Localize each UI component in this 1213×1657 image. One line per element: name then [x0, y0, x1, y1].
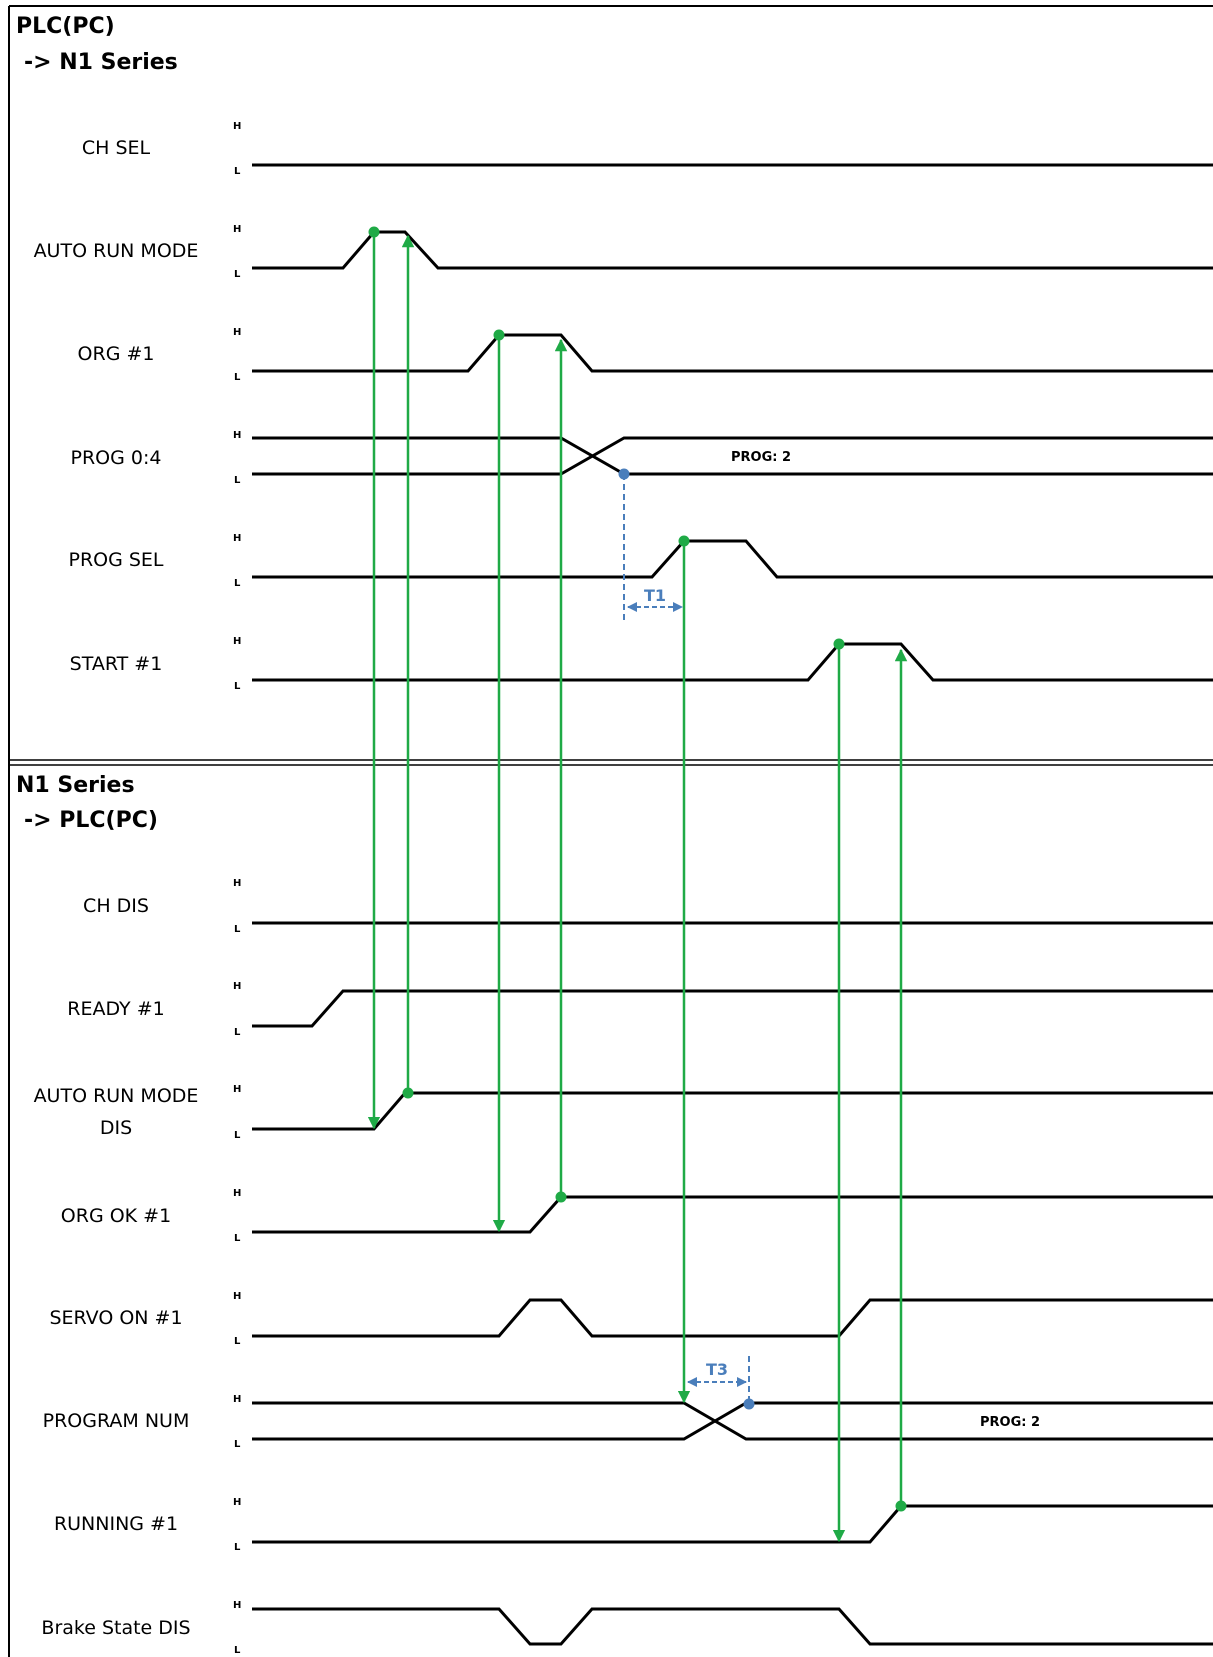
signal-label-prog-sel: PROG SEL [68, 549, 163, 571]
signal-label-brake-state-dis: Brake State DIS [41, 1617, 190, 1639]
diagram-frame [8, 5, 1213, 1657]
timing-t1-label: T1 [644, 586, 666, 605]
dot-org-rise [493, 329, 505, 341]
waveform-prog-sel [252, 539, 1213, 579]
waveforms [252, 163, 1213, 1646]
section-2-title-line1: N1 Series [16, 773, 135, 798]
level-h-marker: H [233, 430, 241, 441]
dot-org-ok-rise [555, 1191, 567, 1203]
dot-running-rise [895, 1500, 907, 1512]
level-h-marker: H [233, 1291, 241, 1302]
waveform-auto-run-mode-dis [252, 1091, 1213, 1131]
level-l-marker: L [234, 1336, 241, 1347]
causality-dots [368, 226, 907, 1512]
level-h-marker: H [233, 1497, 241, 1508]
program-num-value: PROG: 2 [980, 1415, 1040, 1430]
dot-prog-sel-rise [678, 535, 690, 547]
waveform-program-num-line-low [252, 1401, 1213, 1441]
level-l-marker: L [234, 578, 241, 589]
level-l-marker: L [234, 1027, 241, 1038]
level-l-marker: L [234, 166, 241, 177]
section-1-title-line2: -> N1 Series [24, 50, 178, 75]
waveform-org [252, 333, 1213, 373]
signal-labels: CH SEL AUTO RUN MODE ORG #1 PROG 0:4 PRO… [34, 137, 199, 1639]
causality-arrows [367, 232, 908, 1543]
level-markers: H L H L H L H L H L H L H L H L H L H L … [233, 121, 241, 1656]
signal-label-ch-dis: CH DIS [83, 895, 149, 917]
level-h-marker: H [233, 224, 241, 235]
section-2-title-line2: -> PLC(PC) [24, 808, 158, 833]
signal-label-running: RUNNING #1 [54, 1513, 178, 1535]
level-h-marker: H [233, 1394, 241, 1405]
level-h-marker: H [233, 121, 241, 132]
waveform-auto-run-mode [252, 230, 1213, 270]
level-l-marker: L [234, 1645, 241, 1656]
level-l-marker: L [234, 1439, 241, 1450]
signal-label-org: ORG #1 [78, 343, 155, 365]
signal-label-prog-0-4: PROG 0:4 [71, 447, 162, 469]
level-l-marker: L [234, 475, 241, 486]
level-h-marker: H [233, 1084, 241, 1095]
signal-label-start: START #1 [70, 653, 163, 675]
waveform-running [252, 1504, 1213, 1544]
waveform-brake-state-dis [252, 1607, 1213, 1646]
timing-t3-label: T3 [706, 1360, 728, 1379]
signal-label-auto-run-mode-dis-line2: DIS [100, 1117, 132, 1139]
level-l-marker: L [234, 269, 241, 280]
prog-0-4-value: PROG: 2 [731, 450, 791, 465]
signal-label-org-ok: ORG OK #1 [61, 1205, 171, 1227]
waveform-org-ok [252, 1195, 1213, 1234]
level-h-marker: H [233, 981, 241, 992]
signal-label-program-num: PROGRAM NUM [43, 1410, 190, 1432]
signal-label-ch-sel: CH SEL [82, 137, 151, 159]
level-h-marker: H [233, 1188, 241, 1199]
waveform-ready [252, 989, 1213, 1028]
section-1-title-line1: PLC(PC) [16, 14, 115, 39]
signal-label-auto-run-mode-dis: AUTO RUN MODE [34, 1085, 199, 1107]
level-l-marker: L [234, 372, 241, 383]
level-l-marker: L [234, 681, 241, 692]
waveform-program-num-line-high [252, 1401, 1213, 1441]
level-h-marker: H [233, 878, 241, 889]
level-l-marker: L [234, 924, 241, 935]
level-l-marker: L [234, 1233, 241, 1244]
dot-auto-run-mode-dis-rise [402, 1087, 414, 1099]
timing-t3: T3 [687, 1356, 755, 1410]
level-h-marker: H [233, 1600, 241, 1611]
level-h-marker: H [233, 636, 241, 647]
level-h-marker: H [233, 327, 241, 338]
waveform-servo-on [252, 1298, 1213, 1338]
level-l-marker: L [234, 1130, 241, 1141]
timing-t1: T1 [618, 468, 683, 620]
signal-label-auto-run-mode: AUTO RUN MODE [34, 240, 199, 262]
signal-label-servo-on: SERVO ON #1 [49, 1307, 182, 1329]
level-h-marker: H [233, 533, 241, 544]
signal-label-ready: READY #1 [67, 998, 164, 1020]
dot-start-rise [833, 638, 845, 650]
level-l-marker: L [234, 1542, 241, 1553]
waveform-start [252, 642, 1213, 682]
dot-auto-run-mode-rise [368, 226, 380, 238]
waveform-prog-0-4-line-low [252, 436, 1213, 476]
